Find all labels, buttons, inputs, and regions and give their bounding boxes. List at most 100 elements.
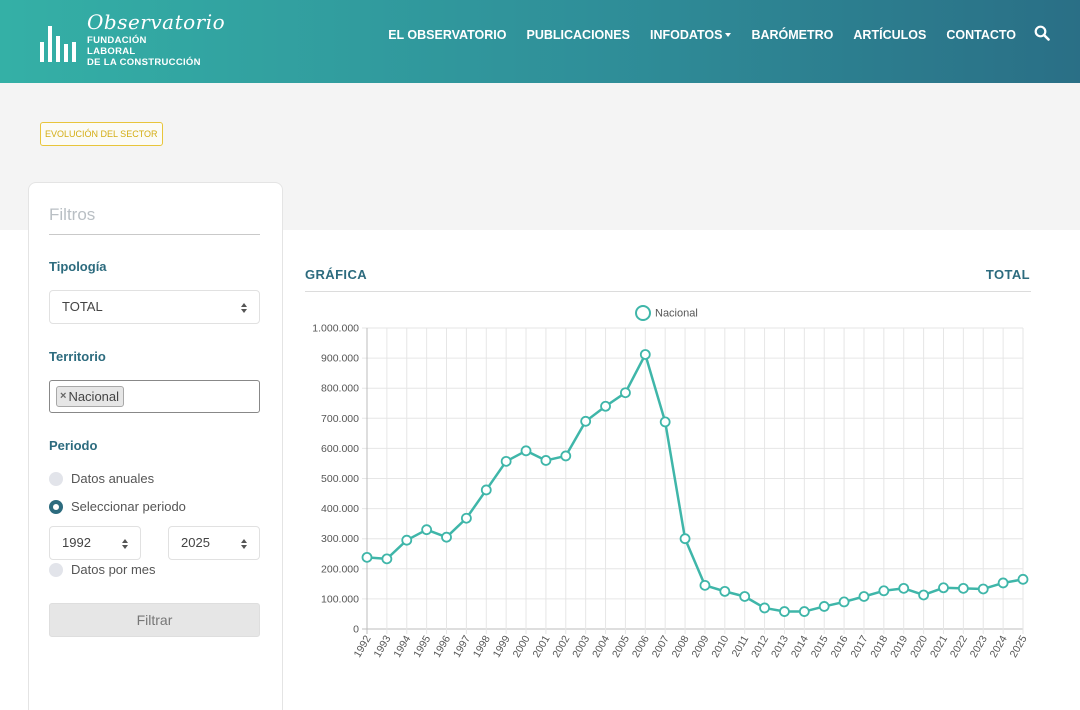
x-tick-label: 2019: [888, 633, 910, 659]
filters-title: Filtros: [49, 205, 96, 224]
x-tick-label: 2021: [928, 633, 950, 659]
x-tick-label: 2017: [848, 633, 870, 659]
filtrar-button[interactable]: Filtrar: [49, 603, 260, 637]
radio-datos-por-mes[interactable]: Datos por mes: [49, 562, 156, 577]
search-icon[interactable]: [1034, 25, 1050, 41]
select-arrows-icon: [241, 303, 248, 313]
y-tick-label: 700.000: [321, 413, 359, 425]
y-tick-label: 400.000: [321, 503, 359, 515]
data-point: [441, 531, 452, 543]
x-tick-label: 1999: [491, 633, 513, 659]
x-tick-label: 1998: [471, 633, 493, 659]
x-tick-label: 2009: [689, 633, 711, 659]
data-point: [699, 579, 711, 591]
x-tick-label: 2005: [610, 633, 632, 659]
data-point: [759, 602, 770, 614]
x-tick-label: 2015: [809, 633, 831, 659]
radio-datos-anuales[interactable]: Datos anuales: [49, 471, 154, 486]
data-point: [1017, 573, 1029, 585]
x-tick-label: 2025: [1008, 633, 1030, 659]
radio-datos-por-mes-label: Datos por mes: [71, 562, 156, 577]
data-point: [361, 551, 373, 563]
year-to-select[interactable]: 2025: [168, 526, 260, 560]
data-point: [818, 601, 830, 612]
y-tick-label: 900.000: [321, 353, 359, 365]
tipologia-label: Tipología: [49, 259, 107, 274]
data-point: [659, 416, 671, 428]
data-point: [679, 533, 691, 545]
logo-bars-icon: [40, 26, 82, 62]
nav-articulos[interactable]: ARTÍCULOS: [853, 28, 927, 42]
data-point: [779, 606, 790, 617]
x-tick-label: 2002: [550, 633, 572, 659]
remove-chip-icon[interactable]: ×: [60, 390, 67, 402]
select-arrows-icon: [241, 539, 248, 549]
data-point: [739, 591, 751, 602]
x-tick-label: 2010: [709, 633, 731, 659]
territorio-chip: × Nacional: [56, 386, 125, 407]
radio-on-icon: [49, 499, 63, 514]
nav-infodatos[interactable]: INFODATOS: [650, 28, 732, 42]
x-tick-label: 2022: [948, 633, 970, 659]
y-tick-label: 100.000: [321, 593, 359, 605]
y-tick-label: 200.000: [321, 563, 359, 575]
logo[interactable]: Observatorio FUNDACIÓN LABORAL DE LA CON…: [40, 10, 225, 72]
data-point: [997, 577, 1009, 589]
legend-label: Nacional: [655, 308, 698, 320]
y-tick-label: 800.000: [321, 383, 359, 395]
section-badge[interactable]: EVOLUCIÓN DEL SECTOR: [40, 122, 163, 146]
year-from-select[interactable]: 1992: [49, 526, 141, 560]
x-tick-label: 2012: [749, 633, 771, 659]
x-tick-label: 2004: [590, 633, 612, 659]
radio-seleccionar-periodo[interactable]: Seleccionar periodo: [49, 499, 186, 514]
data-point: [480, 484, 492, 496]
y-tick-label: 300.000: [321, 533, 359, 545]
data-point: [977, 583, 989, 595]
x-tick-label: 2024: [988, 633, 1010, 659]
y-tick-label: 600.000: [321, 443, 359, 455]
radio-seleccionar-periodo-label: Seleccionar periodo: [71, 499, 186, 514]
x-tick-label: 2000: [511, 633, 533, 659]
x-tick-label: 2018: [868, 633, 890, 659]
data-point: [401, 534, 413, 546]
data-point: [421, 524, 433, 536]
nav-barometro[interactable]: BARÓMETRO: [751, 28, 834, 42]
x-tick-label: 2003: [570, 633, 592, 659]
radio-off-icon: [49, 471, 63, 486]
data-point: [957, 582, 969, 594]
y-tick-label: 0: [353, 624, 359, 636]
nav-el-observatorio[interactable]: EL OBSERVATORIO: [388, 28, 507, 42]
data-point: [938, 582, 949, 594]
data-point: [639, 349, 651, 360]
year-from-value: 1992: [62, 535, 91, 550]
filters-panel: Filtros Tipología TOTAL Territorio × Nac…: [28, 182, 283, 710]
tipologia-value: TOTAL: [62, 299, 103, 314]
data-point: [520, 445, 532, 457]
x-tick-label: 2013: [769, 633, 791, 659]
data-point: [460, 512, 472, 524]
data-point: [580, 415, 592, 427]
territorio-multiselect[interactable]: × Nacional: [49, 380, 260, 413]
x-tick-label: 2008: [670, 633, 692, 659]
data-point: [858, 591, 870, 602]
x-tick-label: 1992: [352, 633, 374, 659]
select-arrows-icon: [122, 539, 129, 549]
x-tick-label: 1996: [431, 633, 453, 659]
legend-marker: [635, 305, 651, 321]
nav-publicaciones[interactable]: PUBLICACIONES: [526, 28, 630, 42]
data-point: [918, 589, 930, 601]
tipologia-select[interactable]: TOTAL: [49, 290, 260, 324]
nav-contacto[interactable]: CONTACTO: [946, 28, 1016, 42]
filters-divider: [49, 234, 260, 235]
line-chart: 0 100.000 200.000 300.000 400.000 500.000 600.…: [312, 305, 1030, 660]
main-nav: EL OBSERVATORIO PUBLICACIONES INFODATOS …: [388, 25, 1050, 42]
x-tick-label: 2007: [650, 633, 672, 659]
chart-heading-total: TOTAL: [985, 267, 1030, 282]
logo-line-1: FUNDACIÓN: [87, 35, 147, 46]
y-tick-label: 500.000: [321, 473, 359, 485]
data-point: [620, 387, 631, 399]
x-tick-label: 1997: [451, 633, 473, 659]
logo-script-text: Observatorio: [87, 10, 226, 34]
data-point: [719, 585, 731, 597]
data-point: [838, 596, 850, 608]
